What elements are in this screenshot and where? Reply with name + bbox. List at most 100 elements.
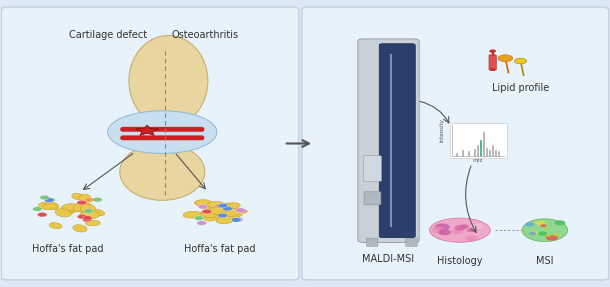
Circle shape [218, 203, 228, 208]
Circle shape [82, 216, 92, 220]
Text: Histology: Histology [437, 256, 483, 265]
Circle shape [525, 222, 534, 226]
Circle shape [466, 228, 475, 232]
Circle shape [202, 209, 212, 214]
Text: Hoffa's fat pad: Hoffa's fat pad [32, 244, 104, 254]
Ellipse shape [55, 209, 71, 217]
Circle shape [195, 216, 204, 220]
Circle shape [236, 208, 246, 212]
Circle shape [37, 212, 47, 217]
Ellipse shape [81, 204, 95, 213]
Text: MALDI-MSI: MALDI-MSI [362, 254, 414, 264]
Ellipse shape [226, 209, 243, 218]
Circle shape [451, 228, 464, 234]
Text: Lipid profile: Lipid profile [492, 83, 549, 93]
Circle shape [553, 233, 559, 236]
Circle shape [214, 204, 224, 208]
FancyBboxPatch shape [358, 39, 419, 243]
Circle shape [32, 207, 42, 211]
FancyBboxPatch shape [1, 7, 299, 280]
Ellipse shape [210, 204, 225, 213]
Circle shape [529, 231, 539, 235]
Circle shape [77, 200, 87, 205]
Circle shape [45, 198, 54, 202]
Circle shape [498, 55, 512, 62]
Ellipse shape [200, 211, 217, 218]
Ellipse shape [107, 111, 217, 154]
Ellipse shape [73, 225, 87, 232]
Circle shape [432, 227, 446, 233]
Circle shape [514, 58, 526, 64]
FancyBboxPatch shape [302, 7, 609, 280]
Circle shape [538, 231, 547, 236]
Text: MSI: MSI [536, 256, 554, 265]
Circle shape [540, 224, 547, 227]
Ellipse shape [129, 36, 208, 127]
Ellipse shape [85, 220, 100, 226]
Ellipse shape [218, 216, 231, 223]
FancyBboxPatch shape [406, 238, 417, 246]
Circle shape [472, 224, 483, 229]
Ellipse shape [204, 213, 218, 221]
Ellipse shape [42, 203, 57, 210]
Ellipse shape [214, 203, 230, 210]
Ellipse shape [44, 202, 59, 210]
Ellipse shape [209, 207, 231, 215]
Circle shape [40, 195, 49, 200]
Ellipse shape [429, 218, 490, 242]
Circle shape [546, 234, 551, 237]
Ellipse shape [212, 207, 226, 216]
Ellipse shape [79, 211, 100, 219]
Circle shape [435, 224, 450, 231]
Circle shape [46, 198, 56, 202]
Circle shape [93, 197, 102, 202]
Circle shape [223, 206, 232, 211]
FancyBboxPatch shape [364, 192, 381, 205]
Circle shape [197, 221, 207, 225]
Ellipse shape [226, 208, 241, 216]
Circle shape [77, 214, 87, 219]
Ellipse shape [224, 203, 240, 209]
Ellipse shape [490, 69, 495, 71]
Ellipse shape [209, 208, 227, 215]
Circle shape [454, 225, 467, 230]
Ellipse shape [223, 203, 237, 210]
Circle shape [554, 220, 565, 225]
Circle shape [465, 236, 478, 241]
Circle shape [443, 224, 451, 228]
Circle shape [460, 224, 469, 228]
Text: Hoffa's fat pad: Hoffa's fat pad [184, 244, 256, 254]
FancyBboxPatch shape [450, 123, 506, 158]
Text: Cartilage defect: Cartilage defect [68, 30, 147, 40]
FancyBboxPatch shape [489, 55, 497, 70]
Ellipse shape [79, 194, 90, 201]
Ellipse shape [49, 223, 62, 229]
Circle shape [536, 221, 546, 225]
Circle shape [231, 218, 241, 222]
Circle shape [233, 217, 243, 222]
Ellipse shape [195, 200, 212, 206]
Ellipse shape [216, 216, 235, 224]
Text: m/z: m/z [473, 157, 483, 162]
Circle shape [490, 50, 496, 53]
Circle shape [543, 228, 548, 230]
Ellipse shape [73, 203, 89, 212]
Circle shape [82, 218, 92, 222]
Ellipse shape [205, 206, 218, 213]
Ellipse shape [80, 210, 96, 219]
Circle shape [529, 232, 536, 235]
Circle shape [84, 209, 93, 213]
Ellipse shape [72, 193, 84, 200]
Circle shape [545, 234, 551, 237]
Ellipse shape [73, 202, 92, 212]
Ellipse shape [207, 201, 224, 208]
Circle shape [198, 205, 208, 209]
Circle shape [85, 197, 95, 202]
Ellipse shape [522, 219, 568, 242]
Circle shape [218, 213, 228, 218]
Text: Osteoarthritis: Osteoarthritis [171, 30, 239, 40]
FancyBboxPatch shape [379, 44, 415, 238]
Ellipse shape [90, 209, 105, 216]
Ellipse shape [61, 206, 73, 213]
Circle shape [439, 229, 451, 235]
